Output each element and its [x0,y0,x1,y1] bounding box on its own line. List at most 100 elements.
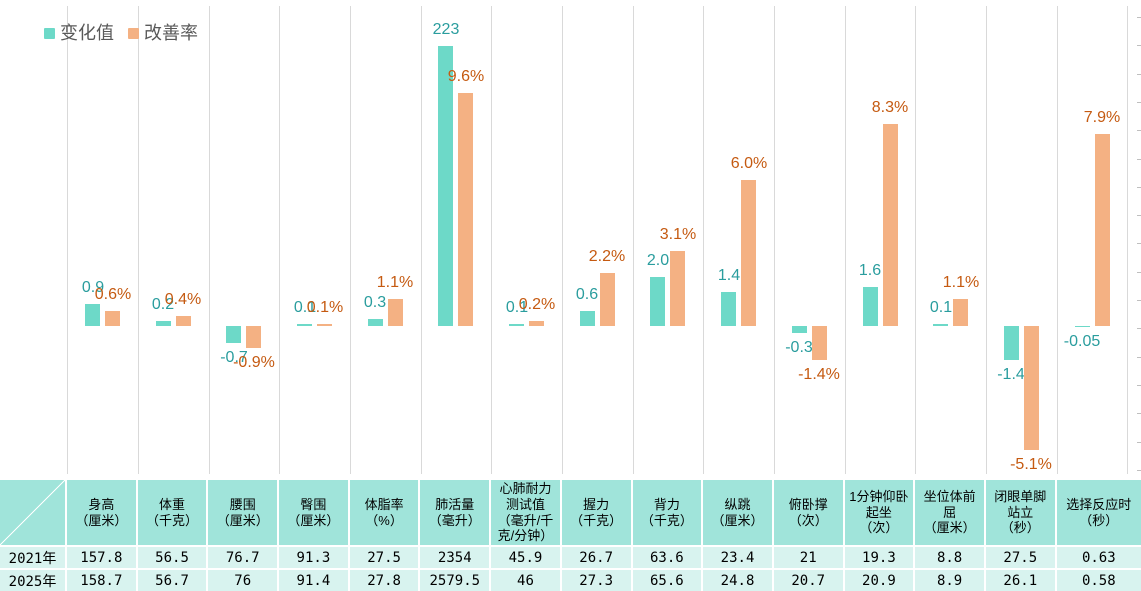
gridline [421,6,422,474]
value-cell: 158.7 [67,570,136,591]
rate-bar[interactable] [246,326,261,348]
value-cell: 21 [773,547,843,568]
gridline [562,6,563,474]
rate-bar[interactable] [741,180,756,326]
change-bar[interactable] [226,326,241,343]
axis-tick [1137,442,1141,443]
change-value-label: 223 [432,21,460,38]
change-bar[interactable] [1004,326,1019,360]
axis-tick [1137,470,1141,471]
column-header-name: 俯卧撑 [788,496,828,512]
rate-bar[interactable] [458,93,473,326]
change-bar[interactable] [156,321,171,326]
value-cell: 26.7 [561,547,631,568]
change-value-label: 1.6 [858,262,882,279]
rate-bar[interactable] [105,311,120,326]
value-cell: 20.9 [844,570,914,591]
change-bar[interactable] [721,292,736,326]
change-bar[interactable] [368,319,383,326]
rate-value-label: 8.3% [871,99,909,116]
column-header: 俯卧撑 （次） [773,480,843,545]
value-cell: 63.6 [632,547,702,568]
legend-item-change[interactable]: 变化值 [44,24,114,42]
value-cell: 19.3 [844,547,914,568]
legend-rate-swatch-icon [128,27,139,39]
corner-cell [0,480,65,545]
axis-tick [1137,413,1141,414]
value-cell: 0.63 [1056,547,1141,568]
change-bar[interactable] [792,326,807,333]
change-bar[interactable] [933,324,948,326]
column-header-name: 坐位体前屈 [923,488,976,520]
axis-tick [1137,357,1141,358]
rate-bar[interactable] [812,326,827,360]
change-value-label: 2.0 [646,252,670,269]
column-header-unit: （毫升/千克/分钟） [497,512,554,544]
column-header-name: 1分钟仰卧起坐 [849,488,909,520]
column-header-unit: （厘米） [711,512,764,528]
column-header: 选择反应时 （秒） [1056,480,1141,545]
column-header-name: 身高 [88,496,115,512]
rate-bar[interactable] [317,324,332,326]
value-cell: 26.1 [985,570,1055,591]
rate-bar[interactable] [529,321,544,326]
gridline [633,6,634,474]
rate-bar[interactable] [388,299,403,326]
change-value-label: 0.1 [929,299,953,316]
rate-value-label: -5.1% [1010,456,1052,473]
value-cell: 76.7 [208,547,278,568]
rate-bar[interactable] [953,299,968,326]
rate-bar[interactable] [1024,326,1039,450]
change-bar[interactable] [863,287,878,326]
value-cell: 23.4 [703,547,772,568]
value-cell: 56.7 [137,570,207,591]
legend-change-swatch-icon [44,27,55,39]
change-bar[interactable] [1075,326,1090,327]
column-header: 闭眼单脚站立 （秒） [985,480,1055,545]
change-bar[interactable] [650,277,665,326]
column-header: 体重 （千克） [137,480,207,545]
change-value-label: -0.3 [785,339,813,356]
gridline [209,6,210,474]
column-header-name: 心肺耐力测试值 [499,480,552,512]
column-header: 肺活量 （毫升） [420,480,490,545]
gridline [915,6,916,474]
column-header-unit: （千克） [146,512,199,528]
column-header-name: 选择反应时 [1066,496,1132,512]
axis-tick [1137,159,1141,160]
change-bar[interactable] [509,324,524,326]
axis-tick [1137,385,1141,386]
change-bar[interactable] [85,304,100,326]
axis-tick [1137,130,1141,131]
legend-item-rate[interactable]: 改善率 [128,24,198,42]
value-cell: 46 [491,570,560,591]
value-cell: 20.7 [773,570,843,591]
column-header: 握力 （千克） [561,480,631,545]
rate-bar[interactable] [1095,134,1110,326]
value-cell: 27.8 [349,570,419,591]
rate-bar[interactable] [883,124,898,326]
change-improvement-bar-chart: 变化值 改善率 0.9 0.6% 0.2 0.4% -0.7 -0.9% 0.1 0.1% 0.… [44,6,1141,474]
change-bar[interactable] [438,46,453,326]
axis-tick [1137,45,1141,46]
rate-bar[interactable] [670,251,685,326]
gridline [986,6,987,474]
rate-bar[interactable] [176,316,191,326]
column-header-unit: （%） [365,512,403,528]
change-value-label: -1.4 [997,366,1025,383]
value-cell: 8.9 [915,570,984,591]
column-header-unit: （次） [859,520,899,536]
value-cell: 2354 [420,547,490,568]
axis-tick [1137,187,1141,188]
change-bar[interactable] [580,311,595,326]
value-cell: 76 [208,570,278,591]
rate-bar[interactable] [600,273,615,326]
change-value-label: 0.1 [293,299,317,316]
column-header: 心肺耐力测试值 （毫升/千克/分钟） [491,480,560,545]
change-bar[interactable] [297,324,312,326]
change-value-label: 0.2 [151,296,175,313]
column-header-name: 肺活量 [435,496,475,512]
column-header: 体脂率 （%） [349,480,419,545]
change-value-label: 0.1 [505,299,529,316]
